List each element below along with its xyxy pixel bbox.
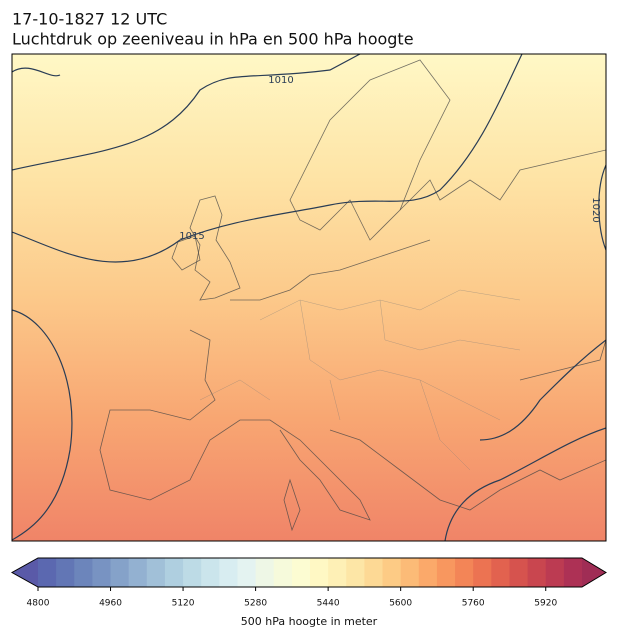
colorbar-segment [74, 558, 93, 587]
colorbar-segment [310, 558, 329, 587]
colorbar-segment [563, 558, 583, 587]
colorbar-segment [128, 558, 148, 587]
coastline [399, 149, 606, 211]
title: 17-10-1827 12 UTC [12, 10, 167, 29]
colorbar-segment [346, 558, 365, 587]
colorbar-tick-label: 5280 [244, 599, 267, 609]
colorbar-segment [473, 558, 492, 587]
contour-label: 1015 [179, 231, 204, 242]
map-background [12, 54, 606, 541]
colorbar-segment [509, 558, 529, 587]
colorbar-segment [92, 558, 112, 587]
colorbar-segment [455, 558, 474, 587]
colorbar-tick-label: 4800 [27, 599, 50, 609]
isobar [598, 164, 606, 251]
colorbar-tick-label: 5600 [389, 599, 412, 609]
colorbar-segment [328, 558, 347, 587]
colorbar-segment [255, 558, 275, 587]
colorbar-segment [201, 558, 220, 587]
colorbar: 4800 4960 5120 5280 5440 5600 5760 5920 [10, 557, 607, 609]
coastline [171, 235, 201, 271]
contour-label: 1020 [590, 197, 601, 222]
isobar [12, 309, 73, 541]
colorbar-segment [436, 558, 456, 587]
coastline [519, 339, 606, 381]
colorbar-segment [491, 558, 510, 587]
coastline [189, 195, 241, 301]
isobar [12, 54, 361, 171]
colorbar-tick-label: 5920 [534, 599, 557, 609]
colorbar-segment [418, 558, 438, 587]
colorbar-tick-label: 5760 [462, 599, 485, 609]
colorbar-label: 500 hPa hoogte in meter [241, 615, 378, 628]
colorbar-tick-label: 5440 [317, 599, 340, 609]
colorbar-extension [582, 558, 606, 587]
colorbar-segment [400, 558, 420, 587]
colorbar-segment [110, 558, 130, 587]
isobar [12, 54, 523, 263]
coastline [99, 329, 371, 521]
subtitle: Luchtdruk op zeeniveau in hPa en 500 hPa… [12, 30, 414, 49]
colorbar-segment [146, 558, 166, 587]
contour-label: 1010 [268, 75, 293, 86]
colorbar-segment [527, 558, 547, 587]
colorbar-segment [273, 558, 293, 587]
coastline [283, 478, 301, 532]
coastline [289, 59, 451, 241]
colorbar-extension [12, 558, 38, 587]
colorbar-tick-label: 4960 [99, 599, 122, 609]
colorbar-segment [183, 558, 202, 587]
colorbar-segment [237, 558, 257, 587]
coastline [230, 239, 431, 301]
colorbar-segment [545, 558, 565, 587]
colorbar-segment [291, 558, 311, 587]
colorbar-segment [364, 558, 384, 587]
colorbar-segment [164, 558, 184, 587]
map: 1010 1015 1020 [12, 54, 606, 541]
isobar [444, 427, 606, 541]
coastline [329, 429, 606, 511]
colorbar-tick-label: 5120 [172, 599, 195, 609]
colorbar-segment [219, 558, 238, 587]
colorbar-segment [38, 558, 57, 587]
colorbar-segment [56, 558, 75, 587]
map-frame [11, 53, 607, 542]
colorbar-segment [382, 558, 402, 587]
isobar [479, 339, 606, 441]
colorbar-outline [10, 557, 607, 588]
border [199, 289, 521, 471]
